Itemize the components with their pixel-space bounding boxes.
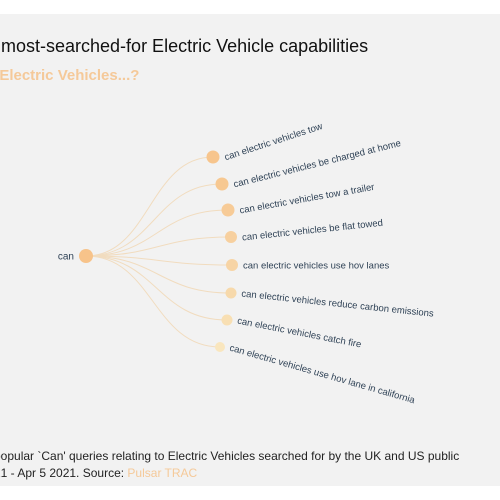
tree-link xyxy=(85,209,229,257)
query-node[interactable] xyxy=(206,150,220,164)
tree-link xyxy=(85,255,233,266)
root-node xyxy=(79,249,93,263)
query-node[interactable] xyxy=(215,342,225,352)
chart-title: e most-searched-for Electric Vehicle cap… xyxy=(0,36,369,56)
query-node-label: can electric vehicles reduce carbon emis… xyxy=(241,289,435,320)
tree-link xyxy=(85,255,221,348)
query-node-label: can electric vehicles catch fire xyxy=(236,316,362,351)
chart-card: e most-searched-for Electric Vehicle cap… xyxy=(0,14,500,486)
tree-link xyxy=(85,255,228,321)
tree-nodes: can can electric vehicles tow can electric… xyxy=(58,121,435,406)
tree-link xyxy=(85,183,223,257)
query-node[interactable] xyxy=(225,231,237,243)
tree-link xyxy=(85,255,232,294)
query-node-label: can electric vehicles tow xyxy=(223,121,324,163)
query-node[interactable] xyxy=(226,259,238,271)
query-node[interactable] xyxy=(221,203,235,217)
footer-line-1: popular `Can' queries relating to Electr… xyxy=(0,449,460,463)
query-node[interactable] xyxy=(215,177,229,191)
query-node-label: can electric vehicles use hov lanes xyxy=(243,261,390,272)
source-link[interactable]: Pulsar TRAC xyxy=(127,466,198,480)
chart-subtitle: n Electric Vehicles...? xyxy=(0,67,140,84)
footer-line-2: 21 - Apr 5 2021. Source: Pulsar TRAC xyxy=(0,465,459,482)
query-node-label: can electric vehicles tow a trailer xyxy=(239,182,376,217)
footer-date-range: 21 - Apr 5 2021. Source: xyxy=(0,466,128,480)
query-node-label: can electric vehicles be flat towed xyxy=(242,218,384,244)
tree-link xyxy=(85,236,232,257)
tree-links xyxy=(85,156,233,348)
tree-link xyxy=(85,156,214,257)
query-node[interactable] xyxy=(225,287,237,299)
root-node-label: can xyxy=(58,252,74,263)
query-node-label: can electric vehicles use hov lane in ca… xyxy=(228,343,416,407)
query-tree: can can electric vehicles tow can electric… xyxy=(58,121,435,406)
query-node[interactable] xyxy=(221,314,233,326)
chart-footer: popular `Can' queries relating to Electr… xyxy=(0,448,459,482)
